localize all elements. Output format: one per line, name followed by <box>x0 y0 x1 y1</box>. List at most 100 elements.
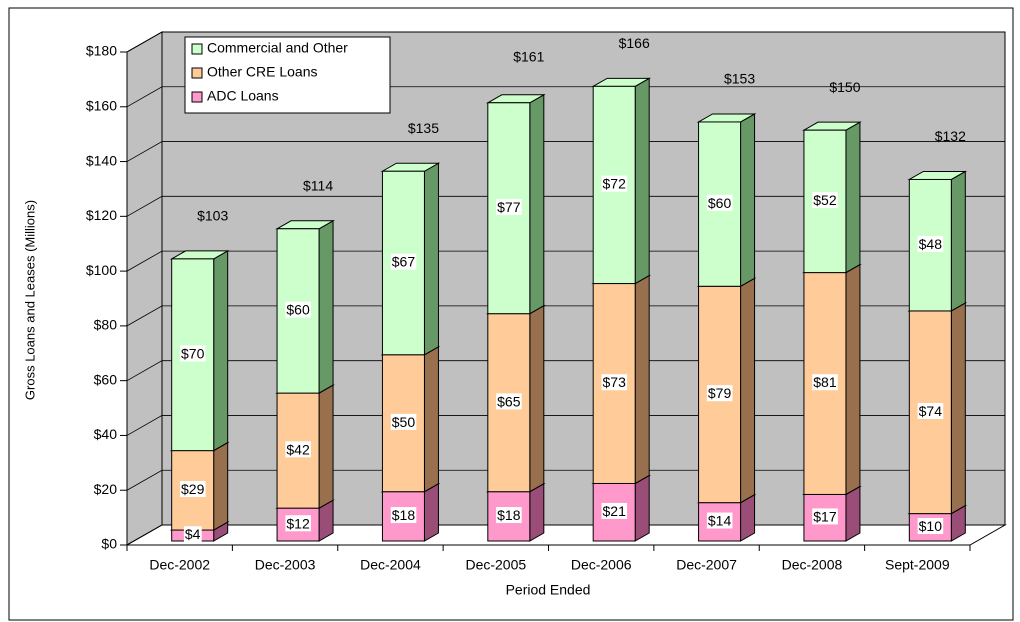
value-label: $81 <box>813 374 837 390</box>
total-label: $114 <box>303 177 333 193</box>
value-label: $60 <box>708 195 732 211</box>
value-label-bg <box>496 198 522 215</box>
y-tick-label: $160 <box>86 97 117 113</box>
value-label-bg <box>496 393 522 410</box>
value-label: $42 <box>286 441 310 457</box>
x-tick-label: Dec-2005 <box>465 557 526 573</box>
bar-side <box>634 77 650 285</box>
value-label: $4 <box>185 526 201 542</box>
bar-side <box>950 302 966 515</box>
bar-side <box>845 485 861 542</box>
value-label: $29 <box>181 481 205 497</box>
value-label-bg <box>496 507 522 524</box>
bar-side <box>213 441 229 531</box>
value-label: $70 <box>181 345 205 361</box>
bar-side <box>529 304 545 493</box>
value-label: $10 <box>919 518 943 534</box>
value-label: $18 <box>392 507 416 523</box>
y-tick-label: $0 <box>101 536 117 552</box>
y-tick-label: $140 <box>86 152 117 168</box>
bar-side <box>740 277 756 504</box>
total-label: $150 <box>829 79 860 95</box>
bar-side <box>845 263 861 496</box>
bar-side <box>423 345 439 493</box>
value-label: $48 <box>919 236 943 252</box>
y-axis-title: Gross Loans and Leases (Millions) <box>22 200 37 400</box>
value-label: $72 <box>603 176 627 192</box>
value-label: $65 <box>497 393 521 409</box>
value-label: $12 <box>286 515 310 531</box>
bar-side <box>634 474 650 542</box>
x-tick-label: Dec-2003 <box>255 557 316 573</box>
bar-front <box>276 507 320 542</box>
value-label-bg <box>390 413 417 430</box>
value-label: $52 <box>813 192 837 208</box>
x-tick-label: Dec-2008 <box>782 557 843 573</box>
value-label: $74 <box>919 403 943 419</box>
legend-swatch <box>191 91 203 103</box>
value-label-bg <box>180 345 206 362</box>
bar-side <box>318 384 334 509</box>
bar-side <box>950 170 966 312</box>
total-label: $161 <box>513 49 544 65</box>
x-tick-label: Dec-2002 <box>149 557 210 573</box>
value-label-bg <box>285 515 311 532</box>
bar-front <box>698 121 742 287</box>
value-label-bg <box>917 402 944 419</box>
value-label: $77 <box>497 199 521 215</box>
legend-swatch <box>191 67 203 79</box>
total-label: $166 <box>619 35 650 51</box>
value-label-bg <box>390 507 417 524</box>
x-tick-label: Dec-2006 <box>571 557 632 573</box>
bar-front <box>171 258 215 452</box>
value-label: $67 <box>392 254 416 270</box>
legend-swatch <box>191 43 203 55</box>
value-label: $73 <box>603 374 627 390</box>
value-label: $21 <box>603 503 627 519</box>
x-tick-label: Dec-2004 <box>360 557 421 573</box>
bar-segment <box>169 250 230 452</box>
value-label-bg <box>601 374 628 391</box>
value-label: $17 <box>813 508 837 524</box>
bar-side <box>318 219 334 394</box>
legend-label: ADC Loans <box>207 88 279 104</box>
bar-side <box>423 482 439 542</box>
floor <box>125 524 1007 546</box>
value-label-bg <box>706 385 733 402</box>
y-tick-label: $180 <box>86 43 117 59</box>
value-label-bg <box>285 441 311 458</box>
value-label: $50 <box>392 414 416 430</box>
total-label: $153 <box>724 71 755 87</box>
bar-front <box>487 313 531 493</box>
bar-side <box>634 274 650 485</box>
grid-line <box>126 31 1005 53</box>
value-label: $60 <box>286 302 310 318</box>
y-tick-label: $120 <box>86 207 117 223</box>
y-tick-label: $60 <box>94 371 118 387</box>
value-label: $14 <box>708 513 732 529</box>
y-tick-label: $100 <box>86 262 117 278</box>
y-tick-label: $40 <box>94 426 118 442</box>
grid-line <box>126 86 1005 108</box>
legend-label: Commercial and Other <box>207 40 348 56</box>
bar-side <box>529 93 545 315</box>
total-label: $103 <box>197 208 228 224</box>
value-label-bg <box>601 175 628 192</box>
total-label: $135 <box>408 120 439 136</box>
value-label-bg <box>812 374 838 391</box>
value-label-bg <box>601 502 628 519</box>
value-label-bg <box>180 481 206 498</box>
value-label-bg <box>706 512 733 529</box>
value-label-bg <box>706 194 733 211</box>
value-label-bg <box>390 253 417 270</box>
value-label-bg <box>285 301 311 318</box>
bar-side <box>529 482 545 542</box>
x-axis-title: Period Ended <box>506 582 591 598</box>
x-tick-label: Sept-2009 <box>885 557 950 573</box>
value-label: $79 <box>708 385 732 401</box>
y-tick-label: $80 <box>94 317 118 333</box>
y-tick-label: $20 <box>94 481 118 497</box>
value-label: $18 <box>497 507 521 523</box>
bar-segment <box>696 113 757 288</box>
